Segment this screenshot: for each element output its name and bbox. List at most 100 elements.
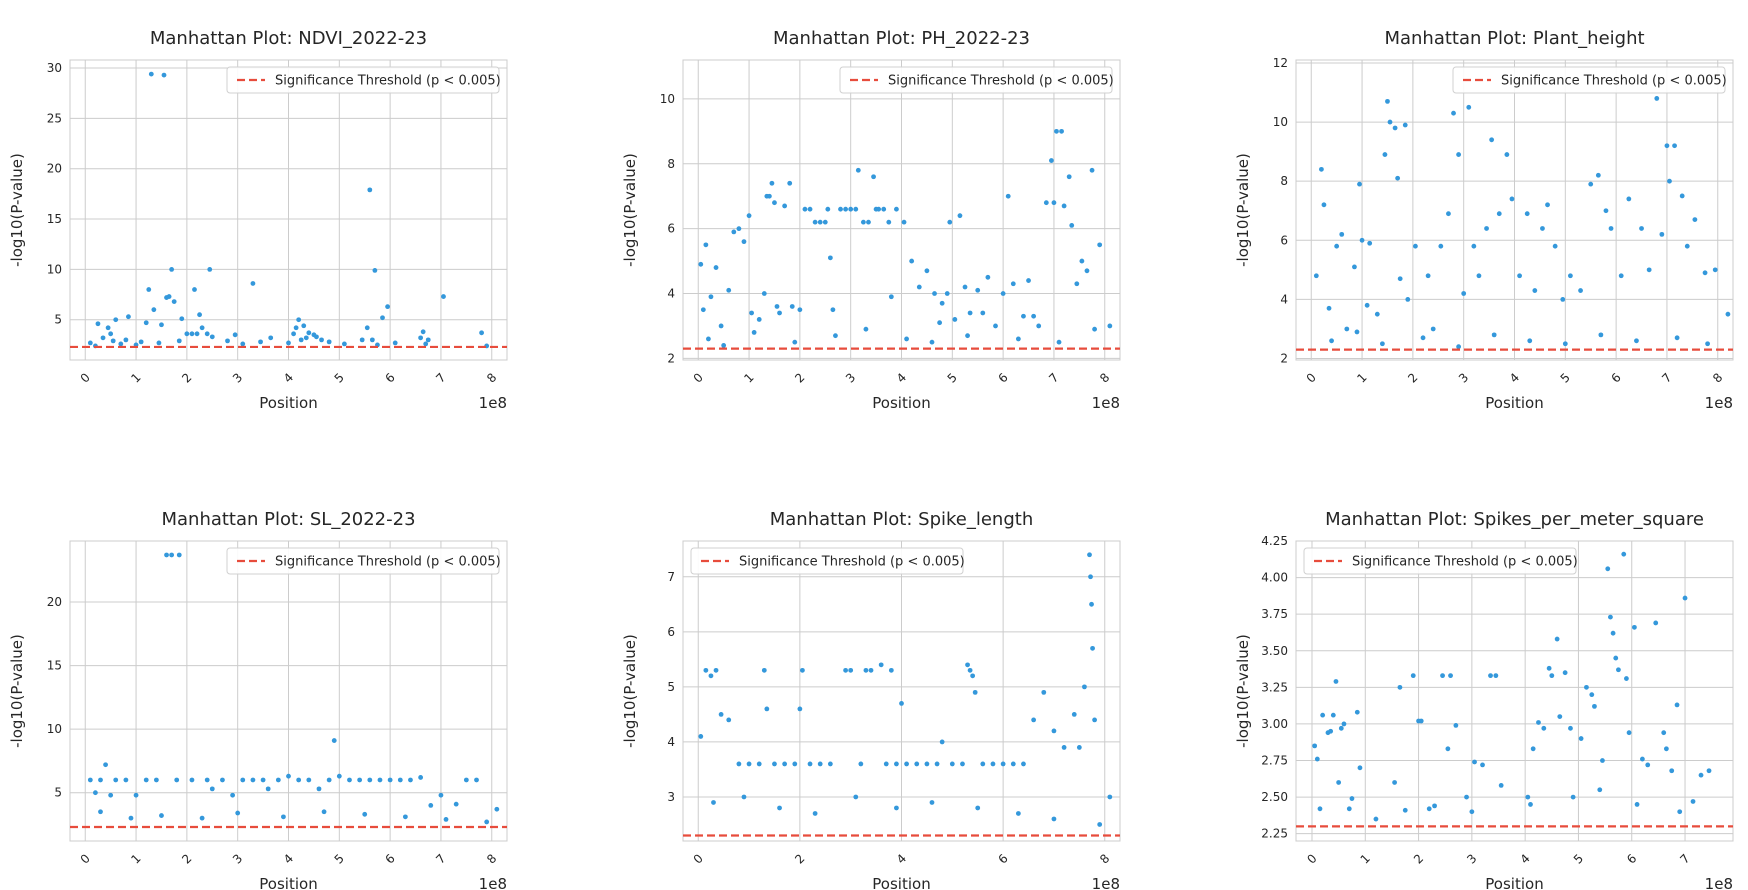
data-point: [1705, 341, 1710, 347]
x-tick-label: 7: [433, 370, 448, 385]
data-point: [888, 294, 894, 300]
data-point: [1525, 794, 1531, 800]
x-axis-label: Position: [1485, 394, 1543, 412]
data-point: [1597, 787, 1603, 793]
data-point: [985, 274, 991, 280]
data-point: [1079, 258, 1085, 264]
data-point: [1570, 794, 1576, 800]
data-points: [698, 552, 1113, 827]
data-point: [1545, 202, 1550, 208]
data-point: [240, 777, 246, 783]
x-axis-label: Position: [1485, 875, 1543, 890]
data-point: [184, 331, 190, 337]
data-point: [1532, 288, 1538, 293]
data-point: [1540, 226, 1545, 231]
data-point: [1562, 341, 1568, 347]
data-point: [1453, 722, 1459, 728]
data-point: [1690, 799, 1696, 804]
data-point: [189, 331, 195, 337]
x-tick-label: 7: [1659, 370, 1674, 385]
data-point: [220, 777, 225, 783]
data-point: [1536, 720, 1541, 725]
data-point: [894, 206, 899, 212]
y-tick-label: 4: [667, 735, 675, 749]
data-point: [1031, 717, 1037, 723]
data-point: [1679, 193, 1685, 199]
data-point: [1626, 730, 1632, 736]
data-point: [369, 337, 375, 343]
data-point: [156, 340, 162, 346]
y-tick-label: 20: [47, 595, 62, 609]
data-point: [1653, 620, 1659, 626]
data-point: [1472, 759, 1477, 765]
data-point: [708, 673, 714, 679]
y-tick-label: 12: [1273, 56, 1288, 70]
x-tick-label: 5: [1571, 851, 1586, 866]
x-offset-label: 1e8: [1092, 875, 1120, 890]
data-point: [1608, 226, 1614, 231]
y-axis-label: -log10(P-value): [8, 634, 26, 748]
y-tick-label: 5: [54, 786, 62, 800]
data-point: [1418, 718, 1424, 724]
data-point: [1341, 721, 1347, 727]
data-point: [777, 310, 782, 316]
data-point: [975, 287, 981, 293]
chart-panel-6: 0 1 2 3 4 5 6 7 2.25 2.50 2.75 3.00 3.25 3.50 3.75 4.00…: [1234, 509, 1734, 890]
data-point: [909, 258, 915, 264]
x-tick-label: 1: [741, 370, 756, 385]
y-axis-label: -log10(P-value): [8, 153, 26, 267]
data-point: [1595, 172, 1601, 178]
data-point: [772, 200, 777, 206]
y-tick-label: 4: [1280, 292, 1288, 306]
data-point: [1339, 231, 1345, 237]
data-point: [194, 331, 200, 337]
data-point: [265, 786, 271, 792]
chart-title: Manhattan Plot: NDVI_2022-23: [150, 28, 427, 49]
data-point: [118, 341, 124, 347]
data-point: [833, 333, 838, 339]
x-tick-label: 0: [1304, 851, 1319, 866]
data-points: [1312, 551, 1712, 822]
data-point: [817, 219, 823, 225]
data-point: [319, 337, 324, 343]
data-point: [331, 738, 337, 743]
data-point: [420, 329, 426, 335]
legend: Significance Threshold (p < 0.005): [226, 66, 501, 94]
data-point: [301, 323, 307, 329]
data-point: [1329, 338, 1334, 344]
data-point: [159, 322, 164, 328]
y-tick-label: 30: [47, 61, 62, 75]
data-point: [207, 266, 213, 272]
data-point: [1021, 313, 1026, 319]
data-point: [98, 809, 103, 815]
data-point: [296, 317, 302, 323]
legend-label: Significance Threshold (p < 0.005): [1352, 555, 1578, 570]
data-point: [916, 284, 922, 290]
chart-title: Manhattan Plot: PH_2022-23: [773, 28, 1030, 49]
data-point: [1448, 673, 1453, 679]
data-point: [402, 814, 408, 820]
x-tick-label: 2: [792, 370, 807, 385]
data-point: [1640, 756, 1645, 762]
data-point: [1059, 128, 1064, 134]
x-axis-label: Position: [259, 394, 317, 412]
data-point: [1385, 98, 1390, 104]
data-point: [1336, 780, 1342, 785]
data-point: [1509, 196, 1515, 202]
data-point: [1333, 679, 1339, 684]
y-tick-label: 5: [54, 313, 62, 327]
data-point: [230, 792, 236, 798]
x-tick-label: 4: [894, 851, 909, 866]
x-tick-label: 8: [1097, 851, 1112, 866]
legend: Significance Threshold (p < 0.005): [690, 547, 965, 575]
data-point: [1456, 152, 1462, 157]
data-point: [1319, 166, 1324, 172]
x-tick-label: 2: [179, 851, 194, 866]
data-point: [1364, 302, 1370, 308]
data-point: [1669, 768, 1675, 774]
data-point: [1061, 745, 1067, 750]
data-point: [863, 326, 869, 332]
data-point: [1440, 673, 1445, 679]
data-point: [863, 667, 869, 673]
